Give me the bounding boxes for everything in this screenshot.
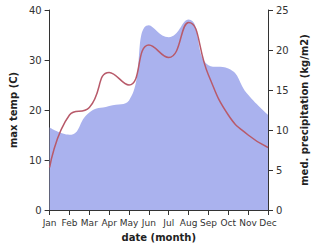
svg-text:Sep: Sep (200, 218, 217, 228)
svg-text:0: 0 (35, 205, 41, 216)
svg-text:Oct: Oct (221, 218, 237, 228)
svg-text:May: May (120, 218, 139, 228)
svg-text:15: 15 (276, 85, 289, 96)
svg-text:max temp (C): max temp (C) (8, 72, 19, 148)
svg-text:Nov: Nov (239, 218, 257, 228)
svg-text:Jul: Jul (162, 218, 174, 228)
svg-text:med. precipitation (kg/m2): med. precipitation (kg/m2) (299, 34, 310, 186)
svg-text:25: 25 (276, 5, 289, 16)
svg-text:Mar: Mar (81, 218, 98, 228)
svg-text:10: 10 (276, 125, 289, 136)
svg-text:Dec: Dec (259, 218, 276, 228)
svg-text:40: 40 (29, 5, 42, 16)
svg-text:Aug: Aug (180, 218, 198, 228)
svg-text:30: 30 (29, 55, 42, 66)
svg-text:Jun: Jun (141, 218, 156, 228)
svg-text:Apr: Apr (101, 218, 117, 228)
svg-text:5: 5 (276, 165, 282, 176)
svg-text:Jan: Jan (42, 218, 57, 228)
svg-text:10: 10 (29, 155, 42, 166)
svg-text:0: 0 (276, 205, 282, 216)
svg-text:20: 20 (276, 45, 289, 56)
svg-text:date (month): date (month) (122, 232, 196, 243)
svg-text:20: 20 (29, 105, 42, 116)
svg-text:Feb: Feb (62, 218, 78, 228)
